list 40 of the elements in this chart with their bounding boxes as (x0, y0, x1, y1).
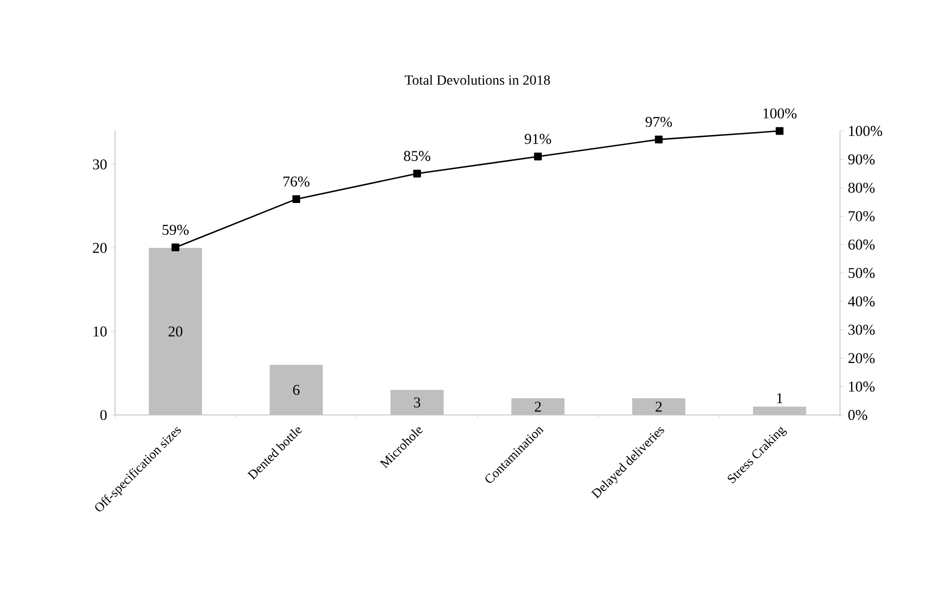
y-tick-label: 30 (93, 159, 107, 170)
data-label: 1 (777, 393, 782, 404)
y2-tick-label: 20% (848, 353, 875, 364)
data-label: 85% (404, 150, 430, 162)
point (172, 244, 180, 252)
point (654, 136, 663, 144)
data-label: 6 (293, 384, 300, 395)
y2-tick-label: 70% (848, 211, 875, 222)
y2-tick-label: 0% (848, 410, 868, 420)
bar (390, 390, 444, 415)
bar (148, 248, 202, 415)
chart-title: Total Devolutions in 2018 (404, 74, 550, 85)
data-label: 97% (646, 116, 672, 127)
y2-tick-label: 30% (848, 324, 875, 335)
data-label: 20 (168, 326, 182, 336)
point (292, 195, 300, 204)
y-tick-label: 0 (100, 410, 107, 420)
data-label: 76% (284, 176, 310, 187)
point (534, 152, 542, 160)
point (413, 170, 421, 178)
y2-tick-label: 10% (849, 382, 875, 392)
y2-tick-label: 60% (848, 240, 875, 250)
data-label: 59% (162, 224, 189, 235)
y2-tick-label: 100% (849, 126, 882, 136)
bar (511, 398, 565, 415)
bar (270, 364, 323, 415)
y2-tick-label: 50% (848, 268, 875, 278)
data-label: 91% (524, 134, 552, 144)
data-label: 2 (534, 402, 541, 412)
point (776, 127, 784, 135)
data-label: 2 (656, 402, 662, 412)
data-label: 100% (763, 108, 797, 118)
y-tick-label: 20 (92, 242, 107, 253)
y2-tick-label: 80% (848, 182, 875, 193)
data-label: 3 (414, 397, 420, 408)
y-tick-label: 10 (94, 326, 107, 336)
bar (753, 406, 806, 415)
y2-tick-label: 40% (848, 296, 875, 306)
bar (632, 398, 686, 415)
y2-tick-label: 90% (848, 154, 875, 164)
